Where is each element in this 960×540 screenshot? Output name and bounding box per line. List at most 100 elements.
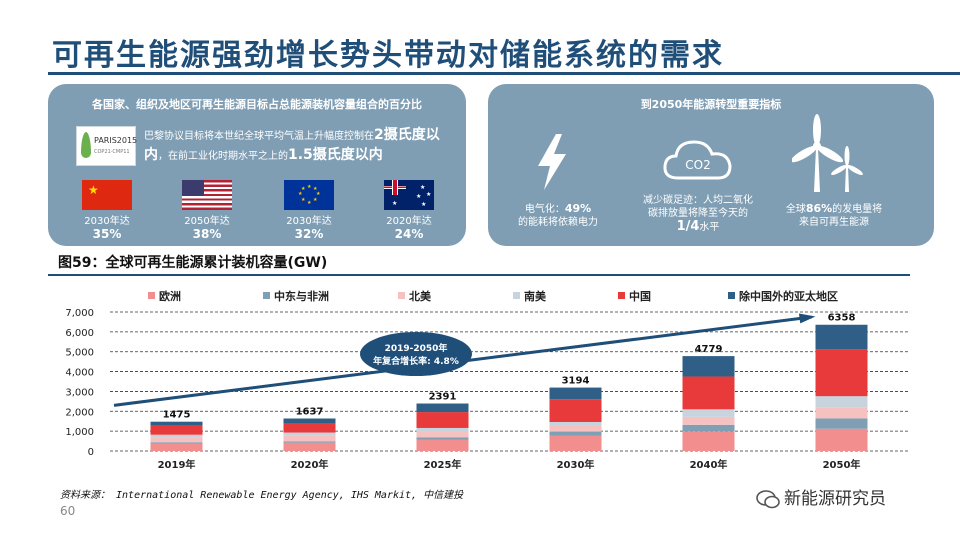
bar-total-label: 1475 [163, 410, 191, 421]
cagr-annotation-line2: 年复合增长率: 4.8% [373, 355, 459, 367]
bar-segment [549, 435, 602, 451]
y-tick-label: 0 [88, 447, 94, 458]
targets-panel: 各国家、组织及地区可再生能源目标占总能源装机容量组合的百分比 PARIS2015… [48, 84, 466, 246]
chart-title-divider [48, 274, 910, 276]
y-tick-label: 2,000 [65, 407, 94, 418]
bar-total-label: 4779 [695, 344, 723, 355]
bar-segment [815, 324, 868, 350]
legend-label: 南美 [524, 289, 547, 303]
svg-text:★: ★ [420, 184, 425, 191]
legend-swatch [513, 292, 520, 299]
x-tick-label: 2019年 [158, 458, 196, 471]
bar-total-label: 6358 [828, 313, 856, 324]
x-tick-label: 2040年 [690, 458, 728, 471]
watermark: 新能源研究员 [756, 484, 886, 509]
chart-title: 图59：全球可再生能源累计装机容量(GW) [58, 255, 328, 271]
bar-segment [549, 387, 602, 400]
bar-segment [549, 425, 602, 432]
svg-text:★: ★ [392, 200, 397, 207]
bar-segment [150, 443, 203, 451]
bar-segment [283, 423, 336, 433]
targets-panel-title: 各国家、组织及地区可再生能源目标占总能源装机容量组合的百分比 [92, 98, 422, 111]
renewable-capacity-chart: 0 1,000 2,000 3,000 4,000 5,000 6,000 7,000 1475… [65, 289, 908, 471]
legend-label: 中国 [629, 289, 651, 303]
svg-text:★: ★ [298, 191, 303, 197]
cagr-annotation-bubble [360, 332, 472, 376]
bar-segment [150, 442, 203, 444]
bar-segment [815, 349, 868, 397]
bar-segment [682, 431, 735, 451]
indicator-electrification: 电气化：49% 的能耗将依赖电力 [518, 202, 598, 228]
svg-text:★: ★ [301, 186, 306, 192]
bar-segment [549, 422, 602, 426]
bar-total-label: 2391 [429, 392, 457, 403]
bar-segment [416, 412, 469, 428]
lightning-icon [538, 134, 566, 190]
svg-text:★: ★ [301, 197, 306, 203]
bar-segment [682, 424, 735, 432]
bar-segment [549, 431, 602, 436]
paris-goal-text: 巴黎协议目标将本世纪全球平均气温上升幅度控制在2摄氏度以内，在前工业化时期水平之… [144, 127, 440, 163]
x-tick-label: 2025年 [424, 458, 462, 471]
bar-segment [815, 428, 868, 451]
svg-text:★: ★ [421, 201, 426, 208]
country-target-pct: 32% [294, 227, 324, 241]
svg-text:★: ★ [313, 186, 318, 192]
bar-segment [682, 356, 735, 377]
indicator-renewable-share: 全球86%的发电量将 来自可再生能源 [785, 202, 883, 228]
bar-segment [682, 409, 735, 417]
bar-segment [150, 437, 203, 443]
bar-segment [150, 434, 203, 438]
bar-segment [815, 407, 868, 419]
bar-segment [283, 442, 336, 451]
usa-flag [182, 180, 232, 210]
country-target-year: 2030年达 [286, 216, 332, 227]
page-number: 60 [60, 504, 76, 518]
y-tick-label: 1,000 [65, 427, 94, 438]
wind-turbine-icon [792, 114, 863, 192]
bar-segment [815, 418, 868, 429]
legend-label: 除中国外的亚太地区 [739, 289, 838, 303]
china-flag: ★ [82, 180, 132, 210]
bar-segment [283, 418, 336, 424]
svg-text:★: ★ [426, 191, 431, 198]
legend-label: 欧洲 [159, 289, 181, 303]
bar-segment [416, 403, 469, 413]
svg-text:★: ★ [307, 184, 312, 190]
bar-segment [416, 427, 469, 432]
svg-text:★: ★ [416, 193, 421, 200]
svg-text:★: ★ [316, 191, 321, 197]
y-tick-label: 6,000 [65, 328, 94, 339]
svg-text:★: ★ [307, 200, 312, 206]
legend-label: 中东与非洲 [274, 289, 329, 303]
paris-2015-logo: PARIS2015 COP21·CMP11 [76, 126, 137, 166]
indicators-panel: 到2050年能源转型重要指标 电气化：49% 的能耗将依赖电力 CO2 减少碳足… [488, 84, 934, 246]
bar-segment [416, 437, 469, 440]
country-target-year: 2020年达 [386, 216, 432, 227]
bar-segment [682, 376, 735, 410]
legend-swatch [398, 292, 405, 299]
wechat-icon [756, 490, 780, 509]
bar-segment [150, 421, 203, 426]
bar-segment [283, 441, 336, 443]
bar-segment [682, 416, 735, 425]
legend-label: 北美 [409, 289, 432, 303]
bar-segment [150, 425, 203, 435]
svg-text:CO2: CO2 [685, 158, 710, 172]
bar-segment [416, 439, 469, 451]
y-tick-label: 4,000 [65, 368, 94, 379]
legend-swatch [618, 292, 625, 299]
legend-swatch [728, 292, 735, 299]
x-tick-label: 2030年 [557, 458, 595, 471]
bar-segment [283, 432, 336, 436]
x-tick-label: 2020年 [291, 458, 329, 471]
bar-total-label: 3194 [562, 376, 590, 387]
title-divider [48, 72, 960, 75]
country-target-year: 2030年达 [84, 216, 130, 227]
bar-segment [815, 396, 868, 408]
country-target-year: 2050年达 [184, 216, 230, 227]
page-title: 可再生能源强劲增长势头带动对储能系统的需求 [52, 38, 724, 73]
bar-segment [549, 399, 602, 423]
svg-text:★: ★ [313, 197, 318, 203]
y-tick-label: 7,000 [65, 308, 94, 319]
